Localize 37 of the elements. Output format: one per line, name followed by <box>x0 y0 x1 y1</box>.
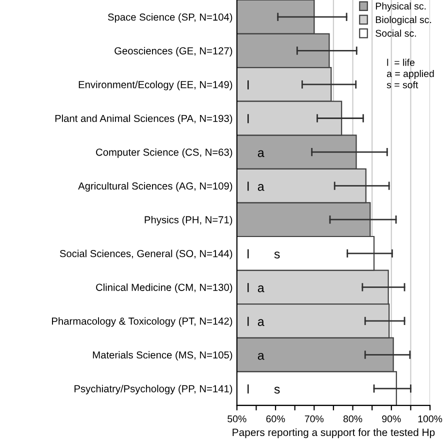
legend-label: Biological sc. <box>376 16 432 26</box>
annotation: l <box>248 316 249 326</box>
legend-label: Physical sc. <box>376 2 426 12</box>
y-tick-label: Environment/Ecology (EE, N=149) <box>78 80 232 90</box>
y-tick-label: Plant and Animal Sciences (PA, N=193) <box>55 114 232 124</box>
legend-label: Social sc. <box>376 30 416 37</box>
y-tick-label: Materials Science (MS, N=105) <box>92 351 232 361</box>
annotation: a <box>258 285 264 292</box>
annotation: l = life a = applied s = soft <box>386 58 434 88</box>
annotation: l <box>248 114 249 124</box>
annotation: l <box>248 283 249 292</box>
y-tick-label: Pharmacology & Toxicology (PT, N=142) <box>52 317 232 327</box>
x-tick-label: 60% <box>266 415 285 422</box>
y-tick-label: Clinical Medicine (CM, N=130) <box>96 284 232 293</box>
annotation: a <box>258 319 264 326</box>
y-tick-label: Computer Science (CS, N=63) <box>96 148 232 158</box>
y-tick-label: Space Science (SP, N=104) <box>108 13 232 23</box>
y-tick-label: Physics (PH, N=71) <box>144 216 232 226</box>
annotation: s <box>274 386 280 394</box>
annotation: l <box>248 182 249 191</box>
x-tick-label: 90% <box>382 415 401 422</box>
annotation: a <box>258 352 264 360</box>
annotation: l <box>248 249 249 258</box>
annotation: a <box>258 150 264 158</box>
annotation: a <box>258 184 264 191</box>
x-tick-label: 100% <box>418 415 442 422</box>
x-tick-label: 80% <box>343 415 362 422</box>
annotation: l <box>248 80 249 90</box>
x-tick-label: 50% <box>228 415 246 422</box>
annotation: s <box>274 252 280 258</box>
y-tick-label: Social Sciences, General (SO, N=144) <box>60 250 232 260</box>
x-axis-title: Papers reporting a support for the tested Hp <box>232 428 435 438</box>
x-tick-label: 70% <box>304 415 324 422</box>
annotation: l <box>248 384 249 394</box>
y-tick-label: Geosciences (GE, N=127) <box>114 47 232 56</box>
y-tick-label: Psychiatry/Psychology (PP, N=141) <box>74 384 232 394</box>
y-tick-label: Agricultural Sciences (AG, N=109) <box>78 182 232 192</box>
